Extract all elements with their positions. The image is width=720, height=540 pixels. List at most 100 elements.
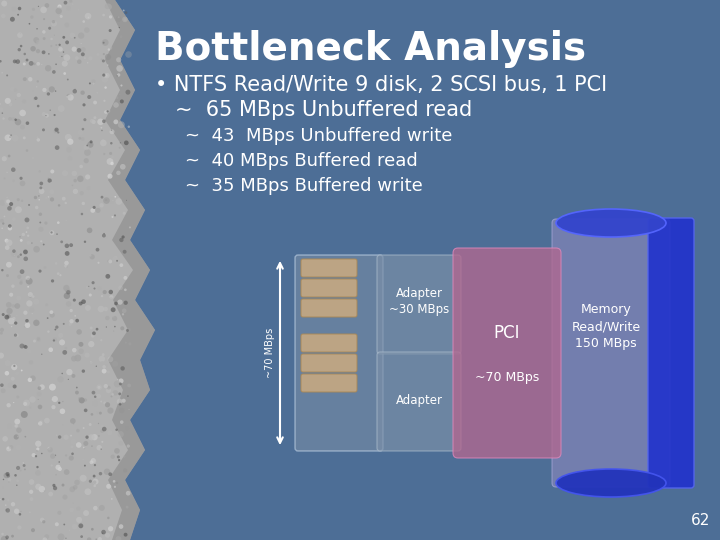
Circle shape xyxy=(72,348,76,353)
Circle shape xyxy=(115,429,118,431)
Circle shape xyxy=(40,221,41,224)
Circle shape xyxy=(63,72,66,75)
Circle shape xyxy=(91,120,96,124)
Circle shape xyxy=(5,509,7,511)
Circle shape xyxy=(113,316,114,318)
Circle shape xyxy=(15,206,22,213)
Circle shape xyxy=(116,198,122,205)
Circle shape xyxy=(91,413,94,416)
Circle shape xyxy=(58,435,61,439)
Circle shape xyxy=(16,427,22,433)
Circle shape xyxy=(37,404,42,409)
Circle shape xyxy=(5,98,11,104)
Circle shape xyxy=(40,240,42,242)
Circle shape xyxy=(110,162,114,165)
Circle shape xyxy=(84,118,86,121)
Circle shape xyxy=(42,537,48,540)
FancyBboxPatch shape xyxy=(301,259,357,277)
Circle shape xyxy=(61,373,63,374)
Circle shape xyxy=(24,218,30,222)
Circle shape xyxy=(70,314,71,315)
Circle shape xyxy=(14,424,18,428)
Circle shape xyxy=(50,230,55,235)
Circle shape xyxy=(8,224,12,228)
Circle shape xyxy=(15,372,19,375)
Circle shape xyxy=(91,391,95,395)
Circle shape xyxy=(27,349,32,354)
Circle shape xyxy=(108,472,112,476)
Circle shape xyxy=(75,56,78,60)
Circle shape xyxy=(119,408,125,413)
Circle shape xyxy=(105,364,107,367)
Circle shape xyxy=(37,105,40,107)
Circle shape xyxy=(98,423,99,424)
Circle shape xyxy=(1,269,4,272)
Circle shape xyxy=(23,63,26,65)
Circle shape xyxy=(87,62,89,64)
Circle shape xyxy=(30,63,31,64)
Circle shape xyxy=(36,40,40,44)
Circle shape xyxy=(117,431,124,437)
Circle shape xyxy=(62,60,68,66)
Circle shape xyxy=(81,213,84,215)
Circle shape xyxy=(47,317,48,319)
Circle shape xyxy=(55,8,62,14)
Circle shape xyxy=(42,112,46,116)
Circle shape xyxy=(102,73,105,77)
Polygon shape xyxy=(105,0,155,540)
Circle shape xyxy=(86,286,88,288)
Circle shape xyxy=(115,536,122,540)
Circle shape xyxy=(16,484,17,486)
Circle shape xyxy=(29,490,33,494)
Circle shape xyxy=(35,470,41,476)
Text: Adapter
~30 MBps: Adapter ~30 MBps xyxy=(389,287,449,316)
Circle shape xyxy=(89,83,91,84)
Circle shape xyxy=(1,72,3,73)
Circle shape xyxy=(45,113,49,118)
Circle shape xyxy=(74,480,80,485)
Circle shape xyxy=(129,226,131,228)
Circle shape xyxy=(107,370,109,374)
Circle shape xyxy=(107,260,110,262)
Circle shape xyxy=(84,335,88,340)
Circle shape xyxy=(38,421,42,426)
Circle shape xyxy=(12,135,19,141)
Circle shape xyxy=(106,484,111,489)
Circle shape xyxy=(58,6,60,9)
Circle shape xyxy=(50,454,55,459)
Circle shape xyxy=(16,480,19,482)
Circle shape xyxy=(96,384,102,390)
Circle shape xyxy=(96,366,97,367)
Circle shape xyxy=(82,20,85,23)
Circle shape xyxy=(63,350,67,355)
Circle shape xyxy=(64,264,68,268)
Circle shape xyxy=(96,374,100,376)
Circle shape xyxy=(22,99,27,104)
Circle shape xyxy=(55,127,59,132)
Circle shape xyxy=(76,387,78,388)
Circle shape xyxy=(65,202,67,204)
Circle shape xyxy=(7,424,12,429)
Circle shape xyxy=(60,240,63,243)
Circle shape xyxy=(101,449,102,450)
Circle shape xyxy=(67,139,73,145)
Circle shape xyxy=(6,199,10,204)
Circle shape xyxy=(23,137,26,139)
Circle shape xyxy=(69,530,70,531)
Circle shape xyxy=(69,0,73,3)
Circle shape xyxy=(19,253,22,256)
Circle shape xyxy=(116,16,122,22)
Circle shape xyxy=(19,237,21,238)
Circle shape xyxy=(65,347,67,349)
Circle shape xyxy=(73,423,74,424)
Circle shape xyxy=(70,418,76,424)
Circle shape xyxy=(6,75,8,77)
Circle shape xyxy=(29,479,35,485)
Circle shape xyxy=(63,285,70,291)
Circle shape xyxy=(119,524,123,529)
Circle shape xyxy=(63,1,68,4)
Circle shape xyxy=(101,425,104,427)
Ellipse shape xyxy=(556,209,666,237)
Circle shape xyxy=(54,129,58,133)
Circle shape xyxy=(78,9,79,11)
